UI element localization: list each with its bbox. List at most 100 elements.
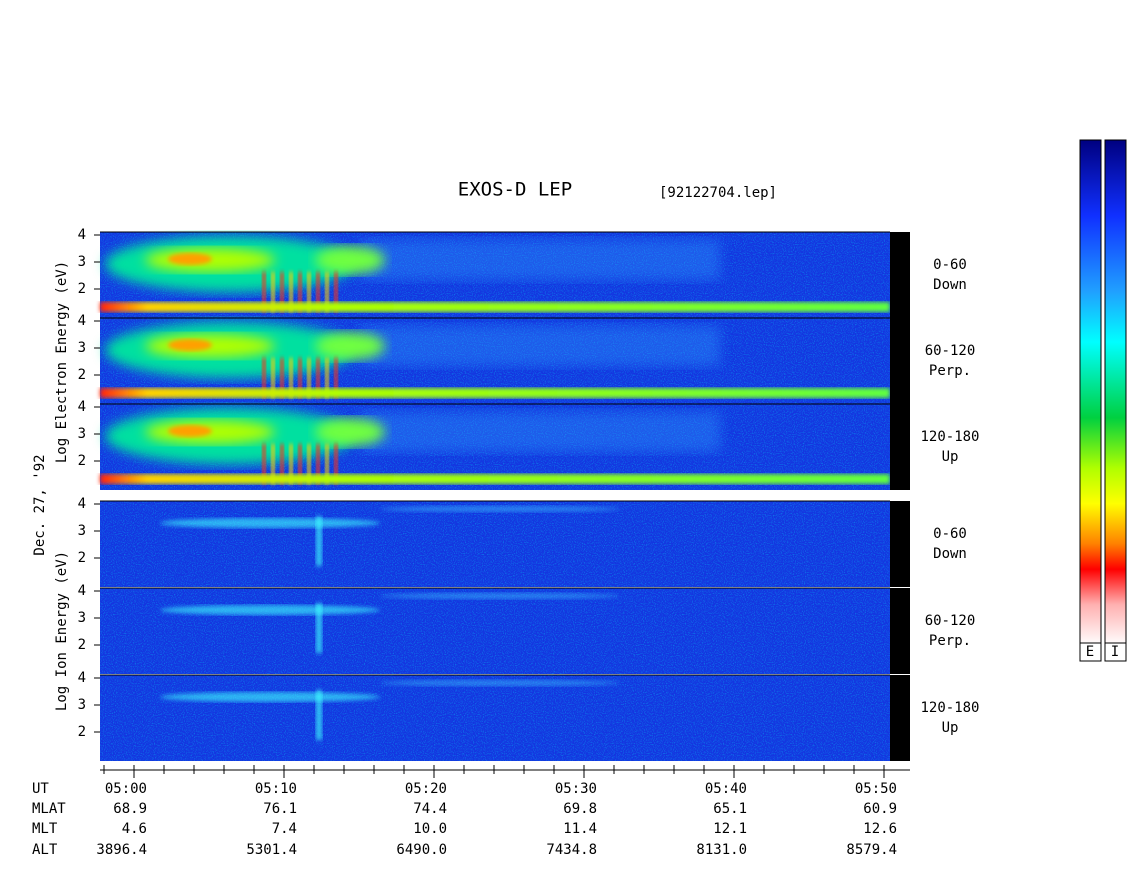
row-value: 11.4 <box>563 821 597 837</box>
streak <box>334 358 338 398</box>
panel-range: 120-180 <box>920 700 979 716</box>
streak <box>262 444 266 484</box>
low-band <box>100 474 890 484</box>
streak <box>280 272 284 312</box>
row-name: MLT <box>32 821 58 837</box>
streak <box>280 444 284 484</box>
panel-range: 0-60 <box>933 526 967 542</box>
streak <box>316 272 320 312</box>
panel-range: 0-60 <box>933 257 967 273</box>
panel-direction: Down <box>933 277 967 293</box>
date: Dec. 27, '92 <box>32 454 48 555</box>
streak <box>271 358 275 398</box>
streak <box>380 593 620 599</box>
row-value: 8131.0 <box>696 842 747 858</box>
row-value: 12.6 <box>863 821 897 837</box>
fade <box>360 240 720 280</box>
streak <box>289 358 293 398</box>
panel-direction: Up <box>942 720 959 736</box>
electron-panel <box>100 403 910 490</box>
y-tick-label: 2 <box>78 724 86 740</box>
streak <box>316 603 322 653</box>
color-bar-label-box <box>1079 642 1102 662</box>
y-tick-label: 3 <box>78 610 86 626</box>
row-value: 60.9 <box>863 801 897 817</box>
noise <box>100 588 890 674</box>
streak <box>298 358 302 398</box>
streak <box>380 680 620 686</box>
row-value: 10.0 <box>413 821 447 837</box>
row-value: 5301.4 <box>246 842 297 858</box>
spectrograms: 2 3 4 0-60 Down 2 3 4 60-120 Perp. 2 3 4 120-180 Up 2 3 4… <box>32 227 980 858</box>
color-bars: E I <box>1079 139 1127 662</box>
streak <box>307 272 311 312</box>
row-name: MLAT <box>32 801 66 817</box>
row-value: 05:50 <box>855 781 897 797</box>
y-tick-label: 2 <box>78 281 86 297</box>
streak <box>334 272 338 312</box>
streak <box>325 272 329 312</box>
streak <box>307 358 311 398</box>
data-gap <box>890 404 910 490</box>
row-value: 05:10 <box>255 781 297 797</box>
y-tick-label: 3 <box>78 254 86 270</box>
electron-axis-label: Log Electron Energy (eV) <box>54 261 70 463</box>
color-bar-e <box>1079 139 1102 646</box>
y-tick-label: 2 <box>78 367 86 383</box>
row-value: 69.8 <box>563 801 597 817</box>
streak <box>316 690 322 740</box>
ion-panel <box>100 500 910 587</box>
data-gap <box>890 588 910 674</box>
y-tick-label: 3 <box>78 523 86 539</box>
y-tick-label: 4 <box>78 227 86 243</box>
color-bar-label-box <box>1104 642 1127 662</box>
streak <box>325 444 329 484</box>
row-value: 7434.8 <box>546 842 597 858</box>
streak <box>262 272 266 312</box>
row-value: 74.4 <box>413 801 447 817</box>
streak <box>316 516 322 566</box>
fade <box>360 412 720 452</box>
panel-direction: Perp. <box>929 363 971 379</box>
streak <box>160 518 380 528</box>
blob <box>168 339 212 351</box>
row-value: 05:40 <box>705 781 747 797</box>
row-value: 05:00 <box>105 781 147 797</box>
row-value: 7.4 <box>272 821 297 837</box>
streak <box>280 358 284 398</box>
blob <box>315 418 385 446</box>
streak <box>334 444 338 484</box>
row-value: 65.1 <box>713 801 747 817</box>
electron-panel <box>100 317 910 404</box>
title: EXOS-D LEP <box>458 179 572 201</box>
streak <box>271 272 275 312</box>
y-tick-label: 4 <box>78 583 86 599</box>
streak <box>298 272 302 312</box>
row-value: 8579.4 <box>846 842 897 858</box>
streak <box>316 444 320 484</box>
noise <box>100 501 890 587</box>
row-value: 76.1 <box>263 801 297 817</box>
data-gap <box>890 318 910 404</box>
panel-range: 120-180 <box>920 429 979 445</box>
streak <box>307 444 311 484</box>
noise <box>100 675 890 761</box>
panel-range: 60-120 <box>925 343 976 359</box>
streak <box>160 692 380 702</box>
row-value: 4.6 <box>122 821 147 837</box>
y-tick-label: 3 <box>78 697 86 713</box>
streak <box>316 358 320 398</box>
fade <box>360 326 720 366</box>
streak <box>325 358 329 398</box>
streak <box>160 605 380 615</box>
streak <box>262 358 266 398</box>
row-value: 68.9 <box>113 801 147 817</box>
ion-axis-label: Log Ion Energy (eV) <box>54 551 70 711</box>
row-name: UT <box>32 781 49 797</box>
low-band <box>100 302 890 312</box>
streak <box>380 506 620 512</box>
row-name: ALT <box>32 842 58 858</box>
y-tick-label: 3 <box>78 340 86 356</box>
y-tick-label: 4 <box>78 496 86 512</box>
